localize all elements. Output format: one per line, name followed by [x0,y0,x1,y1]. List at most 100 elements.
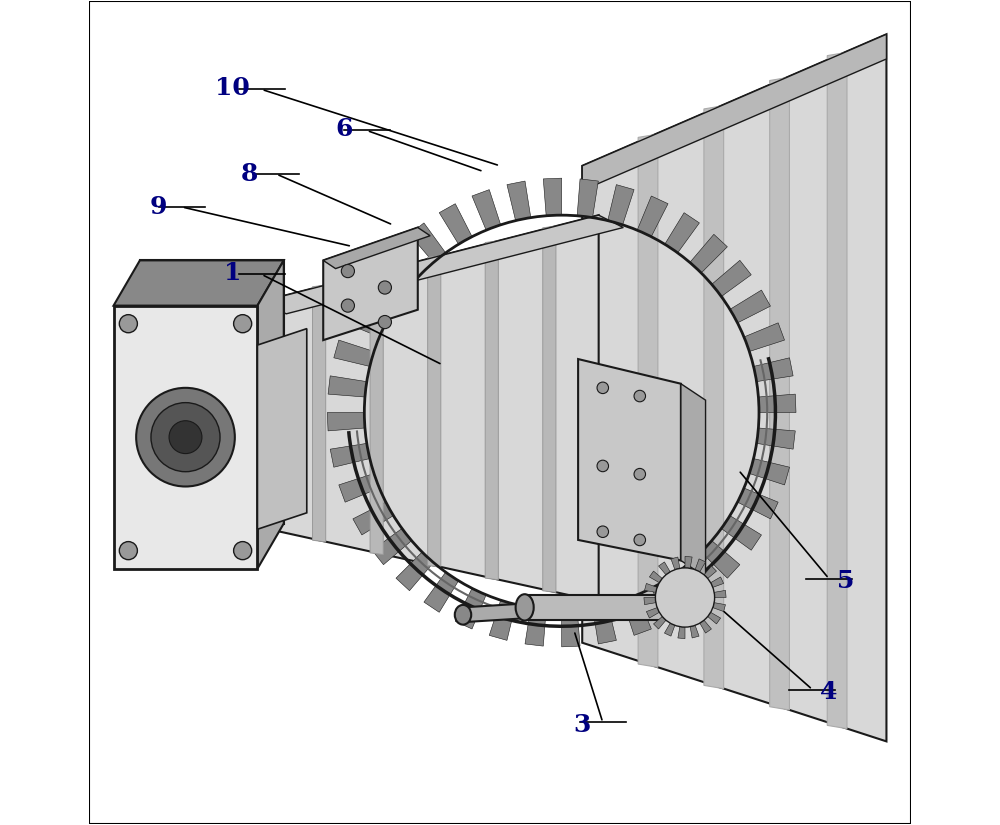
Polygon shape [323,228,418,340]
Polygon shape [685,556,692,568]
Polygon shape [114,261,284,305]
Polygon shape [644,597,656,605]
Polygon shape [262,215,599,601]
Polygon shape [334,340,374,366]
Polygon shape [757,428,795,449]
Polygon shape [370,271,383,554]
Polygon shape [507,181,531,220]
Circle shape [119,541,137,559]
Text: 10: 10 [215,76,250,100]
Circle shape [169,421,202,454]
Circle shape [341,299,354,312]
Polygon shape [383,247,422,285]
Polygon shape [651,581,684,621]
Polygon shape [582,35,886,191]
Polygon shape [695,559,706,572]
Polygon shape [582,35,886,742]
Polygon shape [345,306,386,337]
Polygon shape [353,502,393,535]
Polygon shape [593,605,616,644]
Polygon shape [339,474,379,502]
Polygon shape [721,516,761,550]
Circle shape [234,541,252,559]
Ellipse shape [516,594,534,620]
Text: 9: 9 [150,195,168,219]
Polygon shape [114,305,257,568]
Polygon shape [749,459,790,485]
Polygon shape [645,583,657,592]
Circle shape [597,460,609,472]
Polygon shape [704,566,716,578]
Polygon shape [362,275,402,309]
Text: 3: 3 [574,713,591,737]
Polygon shape [330,443,370,467]
Polygon shape [428,256,441,567]
Circle shape [634,390,646,402]
Circle shape [597,526,609,537]
Polygon shape [313,285,326,542]
Circle shape [378,281,391,294]
Polygon shape [758,394,796,412]
Polygon shape [372,529,412,564]
Polygon shape [744,323,785,351]
Circle shape [151,403,220,472]
Polygon shape [770,78,789,710]
Polygon shape [140,261,284,524]
Polygon shape [711,577,724,587]
Polygon shape [485,241,498,580]
Polygon shape [671,557,680,570]
Circle shape [634,469,646,480]
Polygon shape [543,178,562,216]
Polygon shape [678,563,714,602]
Polygon shape [323,228,430,269]
Polygon shape [714,591,726,597]
Polygon shape [754,358,793,382]
Polygon shape [623,595,651,635]
Polygon shape [328,376,367,397]
Polygon shape [690,625,699,638]
Text: 6: 6 [335,117,352,141]
Polygon shape [646,608,659,618]
Polygon shape [608,185,634,225]
Polygon shape [664,623,675,636]
Polygon shape [678,627,685,639]
Polygon shape [257,261,284,568]
Polygon shape [654,616,666,629]
Circle shape [341,265,354,278]
Polygon shape [659,562,670,575]
Polygon shape [577,179,598,218]
Circle shape [655,568,715,627]
Polygon shape [690,234,727,273]
Polygon shape [713,602,725,611]
Polygon shape [712,261,751,296]
Polygon shape [463,603,529,622]
Text: 8: 8 [241,162,258,186]
Polygon shape [396,552,434,591]
Polygon shape [257,328,307,530]
Polygon shape [439,204,472,244]
Polygon shape [525,595,683,620]
Polygon shape [262,215,623,314]
Polygon shape [327,412,365,431]
Polygon shape [455,588,486,629]
Polygon shape [665,213,699,252]
Circle shape [378,315,391,328]
Text: 4: 4 [820,680,838,704]
Circle shape [597,382,609,394]
Polygon shape [525,607,546,646]
Polygon shape [543,226,556,592]
Polygon shape [472,190,501,230]
Text: 5: 5 [837,569,854,593]
Polygon shape [637,196,668,237]
Polygon shape [701,540,740,578]
Polygon shape [681,384,706,577]
Ellipse shape [455,605,471,625]
Polygon shape [827,52,847,728]
Polygon shape [578,359,681,560]
Circle shape [136,388,235,487]
Circle shape [234,314,252,332]
Polygon shape [638,134,658,667]
Polygon shape [737,488,778,519]
Polygon shape [562,609,580,647]
Polygon shape [708,612,721,624]
